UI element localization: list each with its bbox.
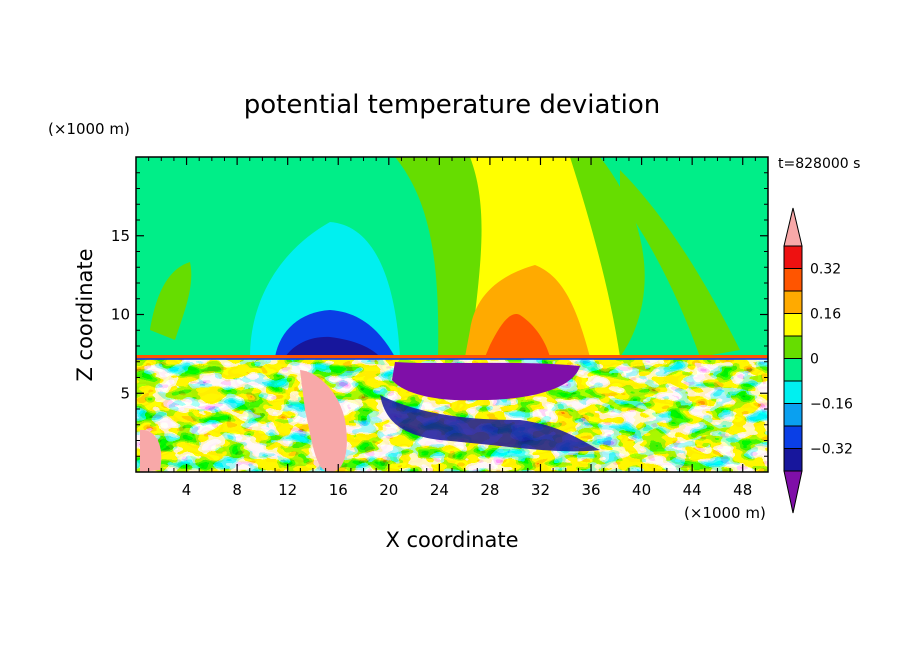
colorbar-top-triangle (783, 207, 803, 247)
interface-band (136, 355, 768, 359)
x-tick-label: 40 (632, 481, 651, 499)
colorbar-box (783, 425, 803, 449)
x-unit-label: (×1000 m) (684, 504, 766, 522)
lower-warm-plume (300, 370, 347, 472)
y-tick-label: 15 (111, 227, 130, 245)
colorbar-label: −0.32 (810, 442, 853, 458)
upper-band-cool-3 (285, 336, 380, 357)
colorbar-box (783, 448, 803, 472)
colorbar-label: −0.16 (810, 397, 853, 413)
colorbar-box (783, 313, 803, 337)
colorbar-box (783, 245, 803, 269)
colorbar-box (783, 290, 803, 314)
x-tick-label: 12 (278, 481, 297, 499)
colorbar-label: 0.32 (810, 262, 841, 278)
colorbar-box (783, 380, 803, 404)
x-tick-label: 28 (480, 481, 499, 499)
x-tick-label: 20 (379, 481, 398, 499)
colorbar-label: 0 (810, 352, 819, 368)
colorbar-box (783, 335, 803, 359)
lower-blue-tongue (380, 395, 600, 452)
upper-band-green-right (620, 170, 740, 357)
x-tick-label: 4 (182, 481, 192, 499)
y-axis-label: Z coordinate (73, 248, 97, 381)
y-ticks: 5 10 15 (111, 172, 768, 457)
colorbar: 0.32 0.16 0 −0.16 −0.32 (783, 207, 853, 514)
colorbar-bottom-triangle (783, 470, 803, 514)
colorbar-box (783, 268, 803, 292)
x-tick-label: 36 (581, 481, 600, 499)
colorbar-box (783, 403, 803, 427)
y-tick-label: 5 (120, 384, 130, 402)
x-tick-label: 48 (733, 481, 752, 499)
x-tick-label: 32 (531, 481, 550, 499)
y-tick-label: 10 (111, 306, 130, 324)
colorbar-box (783, 358, 803, 382)
x-tick-label: 16 (329, 481, 348, 499)
x-tick-label: 44 (683, 481, 702, 499)
upper-band-green-left (150, 262, 192, 340)
x-axis-label: X coordinate (385, 528, 518, 552)
lower-warm-left (140, 429, 162, 472)
time-label: t=828000 s (778, 156, 860, 172)
x-tick-label: 8 (232, 481, 242, 499)
lower-purple-pool (392, 362, 580, 401)
upper-band-0-32 (485, 314, 550, 357)
chart-title: potential temperature deviation (244, 90, 660, 120)
contour-field (136, 157, 768, 472)
x-tick-label: 24 (430, 481, 449, 499)
y-unit-label: (×1000 m) (48, 120, 130, 138)
x-ticks: 4 8 12 16 20 24 28 32 36 40 44 48 (148, 157, 756, 499)
colorbar-label: 0.16 (810, 307, 841, 323)
